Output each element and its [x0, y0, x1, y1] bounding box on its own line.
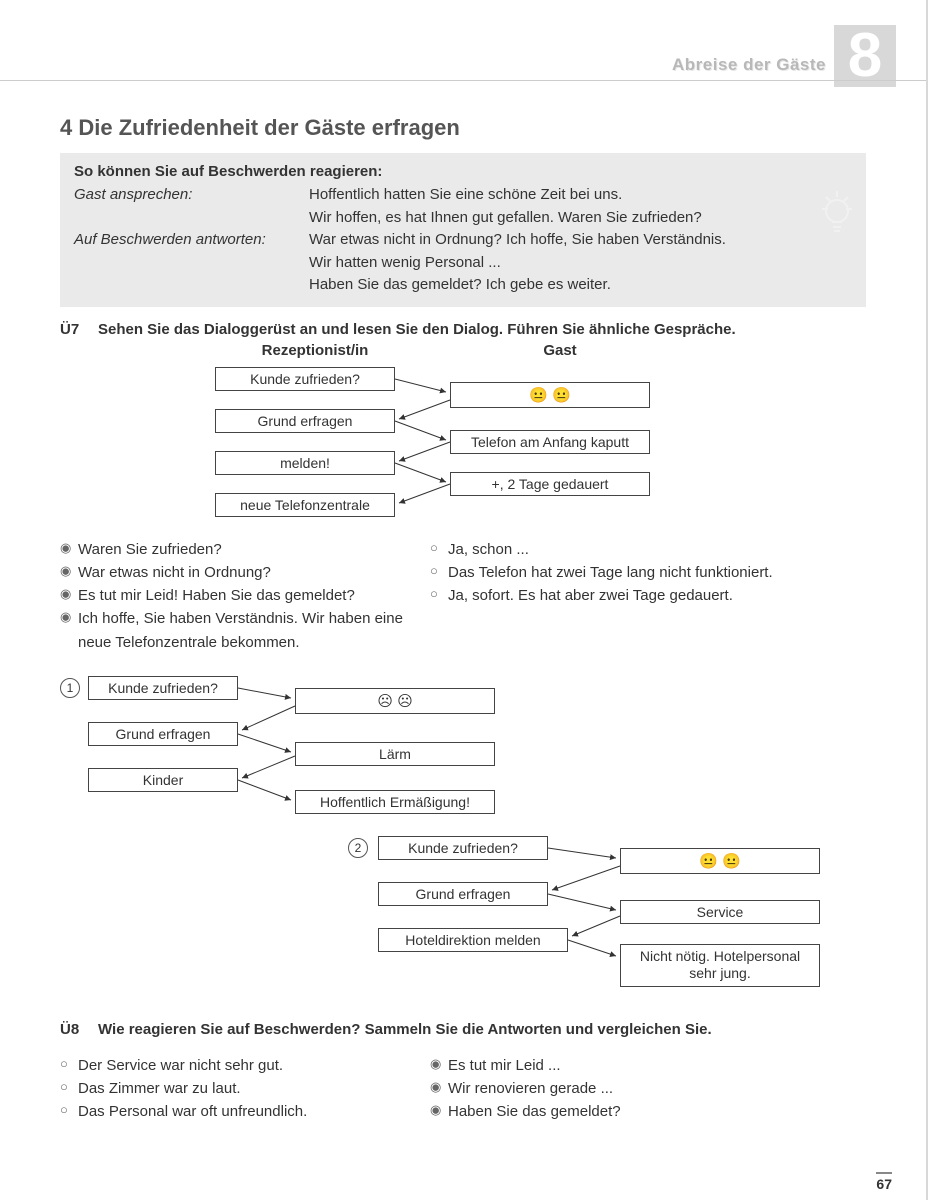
dlg-l1: Waren Sie zufrieden?: [78, 538, 222, 561]
bullet-filled-icon: ◉: [430, 1054, 448, 1074]
page-number: 67: [876, 1172, 892, 1192]
top-rule: [0, 80, 926, 81]
bullet-open-icon: ○: [60, 1054, 78, 1074]
d2-l3: Hoteldirektion melden: [378, 928, 568, 952]
chapter-title: Abreise der Gäste: [672, 55, 826, 75]
bullet-filled-icon: ◉: [60, 607, 78, 627]
diagram-2: 2 Kunde zufrieden? Grund erfragen Hoteld…: [60, 832, 866, 1007]
col-header-right: Gast: [500, 342, 620, 359]
bullet-open-icon: ○: [430, 538, 448, 558]
box-l1: Kunde zufrieden?: [215, 367, 395, 391]
box-l2: Grund erfragen: [215, 409, 395, 433]
col-header-left: Rezeptionist/in: [235, 342, 395, 359]
bullet-filled-icon: ◉: [60, 561, 78, 581]
tip-label-2: Auf Beschwerden antworten:: [74, 229, 309, 252]
box-r1: 😐 😐: [450, 382, 650, 408]
section-title: Die Zufriedenheit der Gäste erfragen: [78, 115, 459, 140]
d2-r1: 😐 😐: [620, 848, 820, 874]
exercise-8-number: Ü8: [60, 1021, 98, 1038]
d1-r2: Lärm: [295, 742, 495, 766]
diagram-1: 1 Kunde zufrieden? Grund erfragen Kinder…: [60, 672, 866, 832]
diagram-main: Rezeptionist/in Gast Kunde zufrieden? Gr…: [60, 342, 866, 532]
tip-heading: So können Sie auf Beschwerden reagieren:: [74, 163, 852, 180]
u8-l1: Der Service war nicht sehr gut.: [78, 1054, 283, 1077]
u8-r2: Wir renovieren gerade ...: [448, 1077, 613, 1100]
tip-text-2b: Wir hatten wenig Personal ...: [309, 252, 852, 275]
box-l3: melden!: [215, 451, 395, 475]
d1-l1: Kunde zufrieden?: [88, 676, 238, 700]
exercise-7-title: Sehen Sie das Dialoggerüst an und lesen …: [98, 321, 736, 338]
bullet-filled-icon: ◉: [60, 584, 78, 604]
bullet-open-icon: ○: [430, 561, 448, 581]
dlg-l3: Es tut mir Leid! Haben Sie das gemeldet?: [78, 584, 355, 607]
circled-2-icon: 2: [348, 838, 368, 858]
u8-r3: Haben Sie das gemeldet?: [448, 1100, 621, 1123]
bullet-open-icon: ○: [60, 1100, 78, 1120]
chapter-number-box: 8: [834, 25, 896, 87]
u8-l3: Das Personal war oft unfreundlich.: [78, 1100, 307, 1123]
tip-text-1b: Wir hoffen, es hat Ihnen gut gefallen. W…: [309, 207, 852, 230]
box-r2: Telefon am Anfang kaputt: [450, 430, 650, 454]
dlg-r3: Ja, sofort. Es hat aber zwei Tage gedaue…: [448, 584, 733, 607]
d1-l2: Grund erfragen: [88, 722, 238, 746]
bullet-filled-icon: ◉: [60, 538, 78, 558]
u8-r1: Es tut mir Leid ...: [448, 1054, 561, 1077]
dlg-l4: Ich hoffe, Sie haben Verständnis. Wir ha…: [78, 607, 430, 654]
lightbulb-icon: [814, 183, 860, 243]
box-l4: neue Telefonzentrale: [215, 493, 395, 517]
u8-l2: Das Zimmer war zu laut.: [78, 1077, 241, 1100]
bullet-filled-icon: ◉: [430, 1100, 448, 1120]
section-heading: 4 Die Zufriedenheit der Gäste erfragen: [60, 115, 866, 141]
d2-r3: Nicht nötig. Hotelpersonal sehr jung.: [620, 944, 820, 987]
exercise-7-number: Ü7: [60, 321, 98, 338]
bullet-open-icon: ○: [60, 1077, 78, 1097]
section-number: 4: [60, 115, 72, 140]
d2-l2: Grund erfragen: [378, 882, 548, 906]
circled-1-icon: 1: [60, 678, 80, 698]
dialog-example: ◉Waren Sie zufrieden? ◉War etwas nicht i…: [60, 538, 866, 654]
exercise-8-title: Wie reagieren Sie auf Beschwerden? Samme…: [98, 1021, 712, 1038]
tip-label-1: Gast ansprechen:: [74, 184, 309, 207]
tip-text-1a: Hoffentlich hatten Sie eine schöne Zeit …: [309, 184, 852, 207]
d1-l3: Kinder: [88, 768, 238, 792]
chapter-number: 8: [834, 25, 896, 87]
exercise-8-body: ○Der Service war nicht sehr gut. ○Das Zi…: [60, 1054, 866, 1124]
dlg-l2: War etwas nicht in Ordnung?: [78, 561, 271, 584]
page: Abreise der Gäste 8 4 Die Zufriedenheit …: [0, 0, 928, 1200]
d2-l1: Kunde zufrieden?: [378, 836, 548, 860]
dlg-r1: Ja, schon ...: [448, 538, 529, 561]
box-r3: +, 2 Tage gedauert: [450, 472, 650, 496]
tip-text-2a: War etwas nicht in Ordnung? Ich hoffe, S…: [309, 229, 852, 252]
tip-text-2c: Haben Sie das gemeldet? Ich gebe es weit…: [309, 274, 852, 297]
exercise-7-heading: Ü7 Sehen Sie das Dialoggerüst an und les…: [60, 321, 866, 338]
d1-r1: ☹ ☹: [295, 688, 495, 714]
exercise-8-heading: Ü8 Wie reagieren Sie auf Beschwerden? Sa…: [60, 1021, 866, 1038]
tip-box: So können Sie auf Beschwerden reagieren:…: [60, 153, 866, 307]
d2-r2: Service: [620, 900, 820, 924]
d1-r3: Hoffentlich Ermäßigung!: [295, 790, 495, 814]
bullet-filled-icon: ◉: [430, 1077, 448, 1097]
dlg-r2: Das Telefon hat zwei Tage lang nicht fun…: [448, 561, 773, 584]
bullet-open-icon: ○: [430, 584, 448, 604]
